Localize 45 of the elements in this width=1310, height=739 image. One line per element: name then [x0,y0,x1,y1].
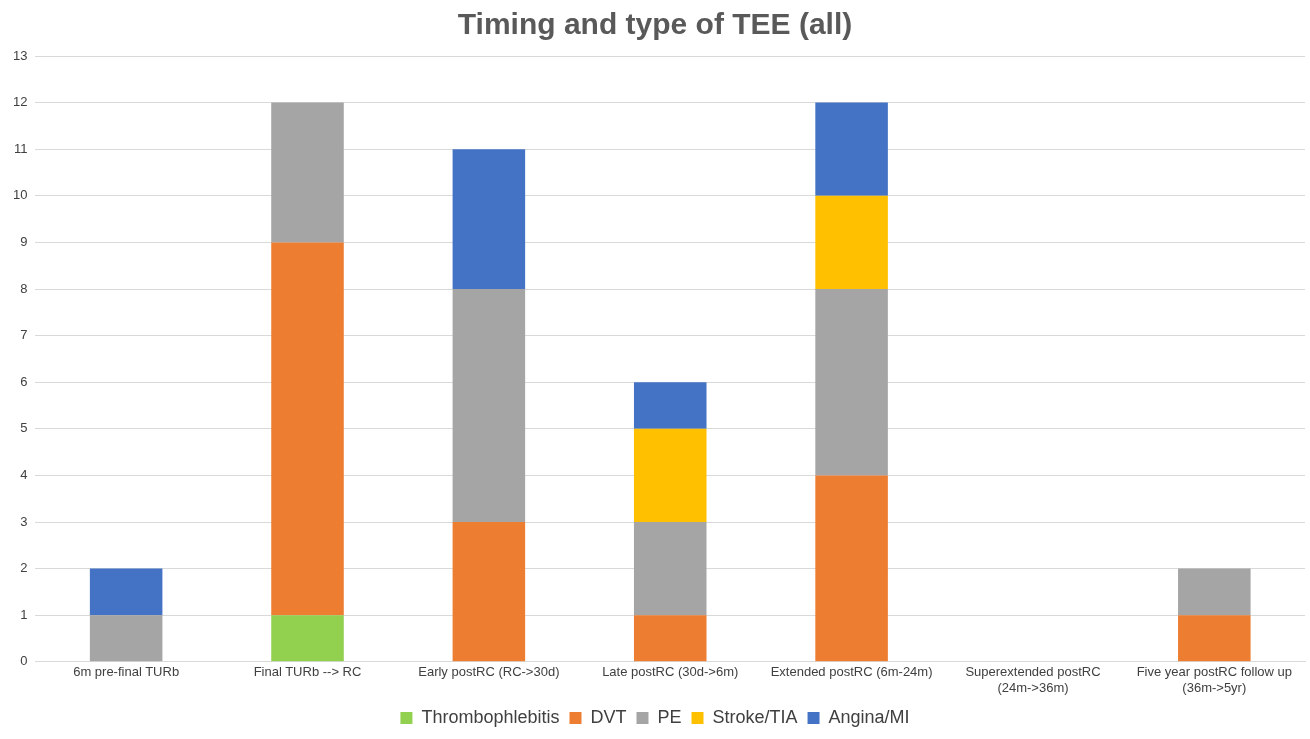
bar [89,615,163,662]
bar [452,149,526,289]
y-tick-label: 10 [12,187,28,203]
x-tick-label: Five year postRC follow up (36m->5yr) [1136,664,1292,695]
x-tick-label: Early postRC (RC->30d) [418,664,560,680]
bar [452,289,526,522]
x-tick-label: 6m pre-final TURb [73,664,180,680]
legend-label: Angina/MI [828,706,910,727]
y-tick-label: 0 [20,653,28,669]
y-tick-label: 5 [20,420,28,436]
x-tick-label: Late postRC (30d->6m) [602,664,739,680]
y-tick-label: 12 [12,94,28,110]
y-tick-label: 4 [20,466,28,482]
bar [633,428,707,522]
chart-title: Timing and type of TEE (all) [457,7,853,41]
bar [271,102,344,243]
y-tick-label: 3 [20,513,28,529]
y-tick-label: 11 [13,140,28,156]
bar [1178,615,1251,662]
y-tick-label: 7 [20,327,28,343]
bar [815,195,888,289]
bar [815,102,888,196]
bar [1178,568,1251,616]
bar [271,242,344,616]
legend-label: DVT [590,706,627,727]
bar [271,615,344,662]
y-tick-label: 13 [12,47,28,63]
y-tick-label: 9 [20,233,28,249]
y-tick-label: 1 [20,606,28,622]
bar [633,382,707,429]
y-tick-label: 6 [20,373,28,389]
x-tick-label: Superextended postRC (24m->36m) [965,664,1101,695]
y-tick-label: 2 [20,560,28,576]
bar [452,522,526,662]
x-tick-label: Final TURb --> RC [253,664,362,680]
bar [633,522,707,616]
bar [89,568,163,616]
legend-label: Stroke/TIA [712,706,798,727]
legend-label: PE [657,706,682,727]
bar [815,475,888,662]
x-tick-label: Extended postRC (6m-24m) [770,664,933,680]
legend-label: Thrombophlebitis [421,706,560,727]
bar [633,615,707,662]
bar [815,289,888,476]
y-tick-label: 8 [20,280,28,296]
